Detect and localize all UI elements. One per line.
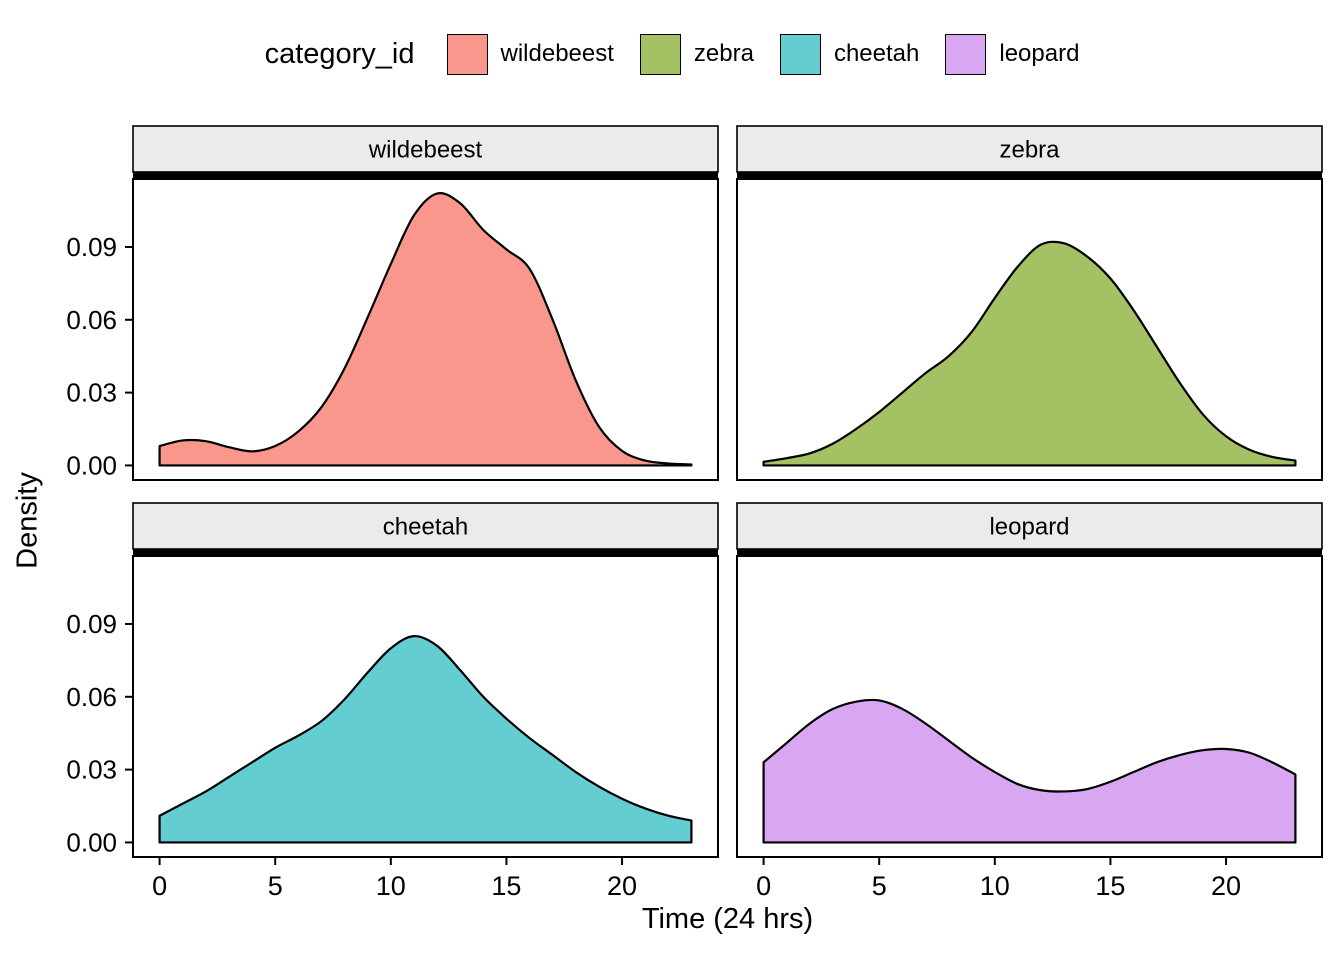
facet-strip xyxy=(736,502,1323,550)
y-tick-label: 0.06 xyxy=(66,682,117,712)
y-tick-label: 0.09 xyxy=(66,232,117,262)
y-tick-label: 0.06 xyxy=(66,305,117,335)
facet-strip xyxy=(736,125,1323,173)
legend-title: category_id xyxy=(264,37,415,70)
x-tick-label: 10 xyxy=(980,871,1010,901)
y-tick-label: 0.00 xyxy=(66,827,117,857)
strip-bottom-bar xyxy=(133,172,718,179)
x-tick-label: 5 xyxy=(872,871,887,901)
y-tick-label: 0.09 xyxy=(66,609,117,639)
facet-title: wildebeest xyxy=(368,137,483,164)
x-tick-label: 0 xyxy=(756,871,771,901)
density-area-zebra xyxy=(762,240,1297,467)
x-tick-label: 10 xyxy=(376,871,406,901)
x-tick-label: 15 xyxy=(1095,871,1125,901)
legend-key-swatch xyxy=(779,33,821,75)
panel-border xyxy=(132,178,719,481)
x-axis-title: Time (24 hrs) xyxy=(641,903,814,935)
legend-key-swatch xyxy=(945,33,987,75)
legend: category_id wildebeest zebra cheetah leopar… xyxy=(0,28,1344,80)
x-tick-label: 15 xyxy=(491,871,521,901)
density-area-leopard xyxy=(762,698,1297,844)
legend-key-label: cheetah xyxy=(833,40,920,67)
y-tick-label: 0.03 xyxy=(66,755,117,785)
legend-key-swatch xyxy=(639,33,681,75)
density-area-cheetah xyxy=(158,634,693,844)
x-tick-label: 0 xyxy=(152,871,167,901)
legend-key-label: wildebeest xyxy=(500,40,614,67)
panel-border xyxy=(736,178,1323,481)
facet-strip xyxy=(132,502,719,550)
x-tick-label: 5 xyxy=(268,871,283,901)
legend-key-label: leopard xyxy=(999,40,1080,67)
y-tick-label: 0.00 xyxy=(66,450,117,480)
legend-key-swatch xyxy=(446,33,488,75)
facet-title: zebra xyxy=(999,137,1060,164)
strip-bottom-bar xyxy=(737,172,1322,179)
y-tick-label: 0.03 xyxy=(66,378,117,408)
legend-item-wildebeest: wildebeest xyxy=(446,33,614,75)
legend-key-label: zebra xyxy=(693,40,754,67)
facet-strip xyxy=(132,125,719,173)
facet-title: cheetah xyxy=(383,514,468,541)
legend-item-leopard: leopard xyxy=(945,33,1080,75)
panel-border xyxy=(132,555,719,858)
strip-bottom-bar xyxy=(737,549,1322,556)
legend-item-zebra: zebra xyxy=(639,33,754,75)
panel-border xyxy=(736,555,1323,858)
strip-bottom-bar xyxy=(133,549,718,556)
x-tick-label: 20 xyxy=(607,871,637,901)
facet-title: leopard xyxy=(989,514,1069,541)
legend-item-cheetah: cheetah xyxy=(779,33,920,75)
density-area-wildebeest xyxy=(158,192,693,467)
x-tick-label: 20 xyxy=(1211,871,1241,901)
